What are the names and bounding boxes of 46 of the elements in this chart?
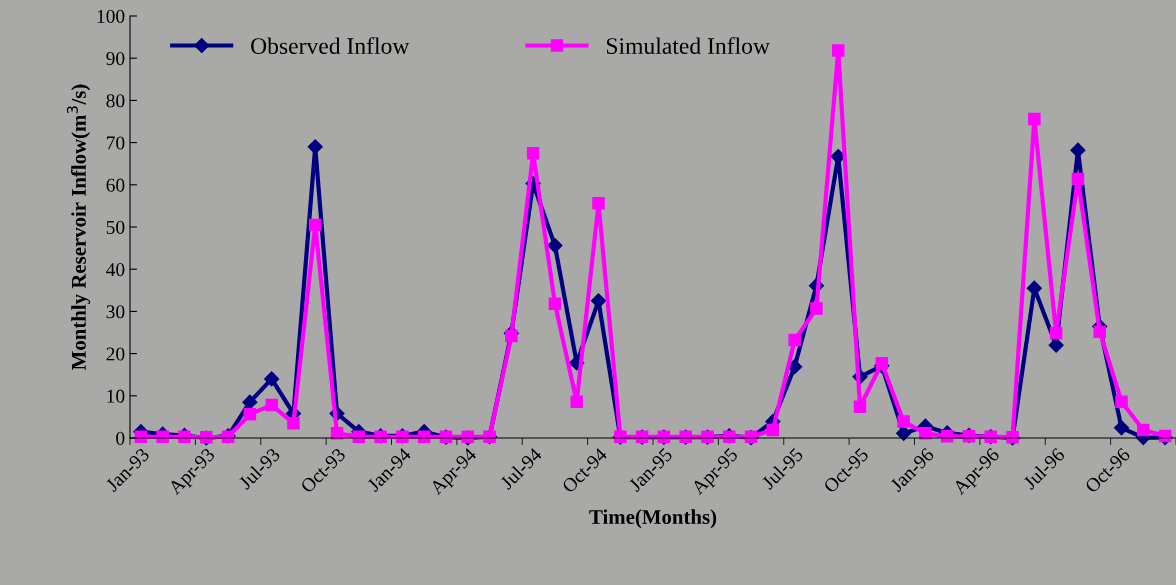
y-tick-label: 60 [106,178,125,192]
point [548,297,562,311]
y-tick-label: 20 [106,347,125,361]
point [505,329,518,343]
point [810,302,823,315]
point [287,416,300,430]
legend-label: Observed Inflow [251,37,410,55]
point [1070,142,1086,158]
point [264,371,280,387]
point [788,333,801,347]
point [853,400,867,414]
y-tick-label: 0 [116,431,125,445]
y-tick-label: 70 [106,136,125,150]
point [1028,112,1041,126]
point [1026,280,1042,296]
point [156,430,169,443]
point [897,415,910,428]
point [570,395,583,408]
point [1113,420,1130,436]
point [242,394,258,410]
point [1093,325,1106,338]
point [919,427,932,440]
point [265,398,278,412]
y-tick-label: 40 [106,263,125,277]
point [1049,327,1063,340]
point [1071,172,1085,186]
y-tick-label: 90 [106,52,125,66]
point [308,218,322,232]
y-tick-label: 100 [97,9,125,23]
point [307,139,323,155]
point [1137,423,1150,437]
point [592,197,605,210]
y-tick-label: 80 [106,94,125,108]
x-axis-title: Time(Months) [589,509,717,529]
point [766,423,780,437]
point [243,408,257,421]
point [526,146,540,160]
point [547,237,563,254]
y-tick-label: 10 [107,389,125,403]
y-tick-label: 30 [106,305,125,319]
point [1115,395,1128,408]
y-tick-label: 50 [106,220,125,234]
point [875,357,889,370]
y-axis-title: Monthly Reservoir Inflow(m$^{3}$/s) [66,84,91,370]
legend-label: Simulated Inflow [606,37,770,55]
point [831,44,845,57]
